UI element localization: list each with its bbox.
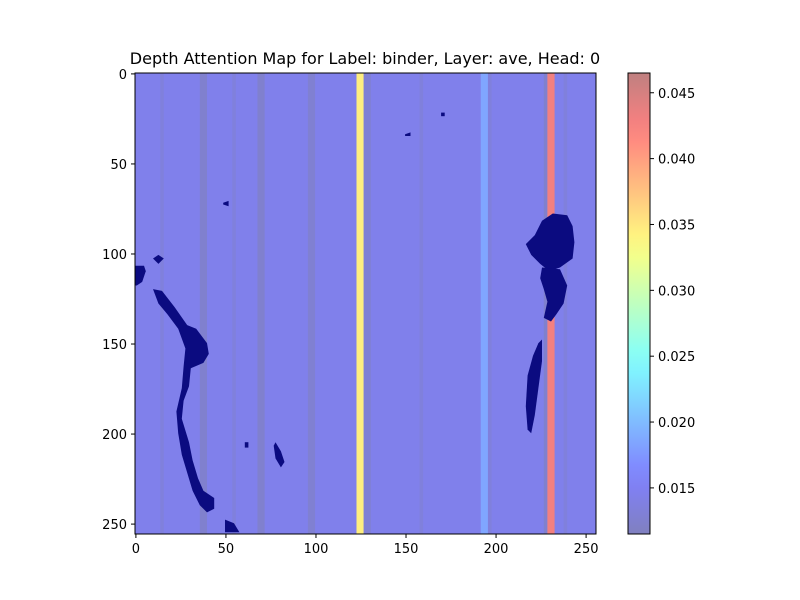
mask-region [540,267,568,322]
heatmap-column-band [356,73,364,534]
heatmap-column-band [199,73,208,534]
colorbar-tick-label: 0.035 [658,218,695,233]
colorbar-tick-label: 0.030 [658,284,695,299]
x-tick-label: 250 [574,542,599,557]
mask-region [225,519,240,533]
heatmap-column-band [257,73,265,534]
mask-region [153,289,215,513]
heatmap-column-band [487,73,492,534]
y-tick-label: 200 [102,428,127,443]
colorbar-frame [627,72,651,535]
colorbar-tick-label: 0.040 [658,153,695,168]
x-axis: 0 50 100 150 200 250 [132,534,599,557]
heatmap-column-band [363,73,371,534]
heatmap-column-band [307,73,316,534]
heatmap-image [135,73,596,534]
mask-region [223,200,229,207]
y-tick-label: 0 [119,68,127,83]
heatmap-column-band [232,73,236,534]
colorbar-axis: 0.015 0.020 0.025 0.030 0.035 0.040 0.045 [650,87,695,497]
mask-region [441,112,445,117]
heatmap-column-band [563,73,568,534]
y-tick-label: 50 [110,158,127,173]
colorbar-tick-label: 0.020 [658,416,695,431]
chart-title: Depth Attention Map for Label: binder, L… [130,49,600,68]
heatmap-column-band [480,73,488,534]
mask-region [405,132,411,136]
heatmap-column-band [543,73,548,534]
mask-region [244,442,249,448]
x-tick-label: 150 [394,542,419,557]
colorbar-body [628,73,650,534]
mask-region [273,442,285,468]
x-tick-label: 50 [218,542,235,557]
x-tick-label: 200 [484,542,509,557]
mask-region [135,265,146,286]
x-tick-label: 100 [304,542,329,557]
mask-overlay [135,112,575,533]
colorbar-tick-label: 0.015 [658,482,695,497]
x-tick-label: 0 [132,542,140,557]
colorbar-tick-label: 0.025 [658,350,695,365]
mask-region [525,339,542,434]
y-tick-label: 100 [102,248,127,263]
mask-region [525,213,575,272]
mask-region [153,254,164,264]
plot-frame [134,72,597,535]
y-axis: 0 50 100 150 200 250 [102,68,135,533]
colorbar-tick-label: 0.045 [658,87,695,102]
heatmap-column-band [419,73,424,534]
y-tick-label: 150 [102,338,127,353]
y-tick-label: 250 [102,518,127,533]
